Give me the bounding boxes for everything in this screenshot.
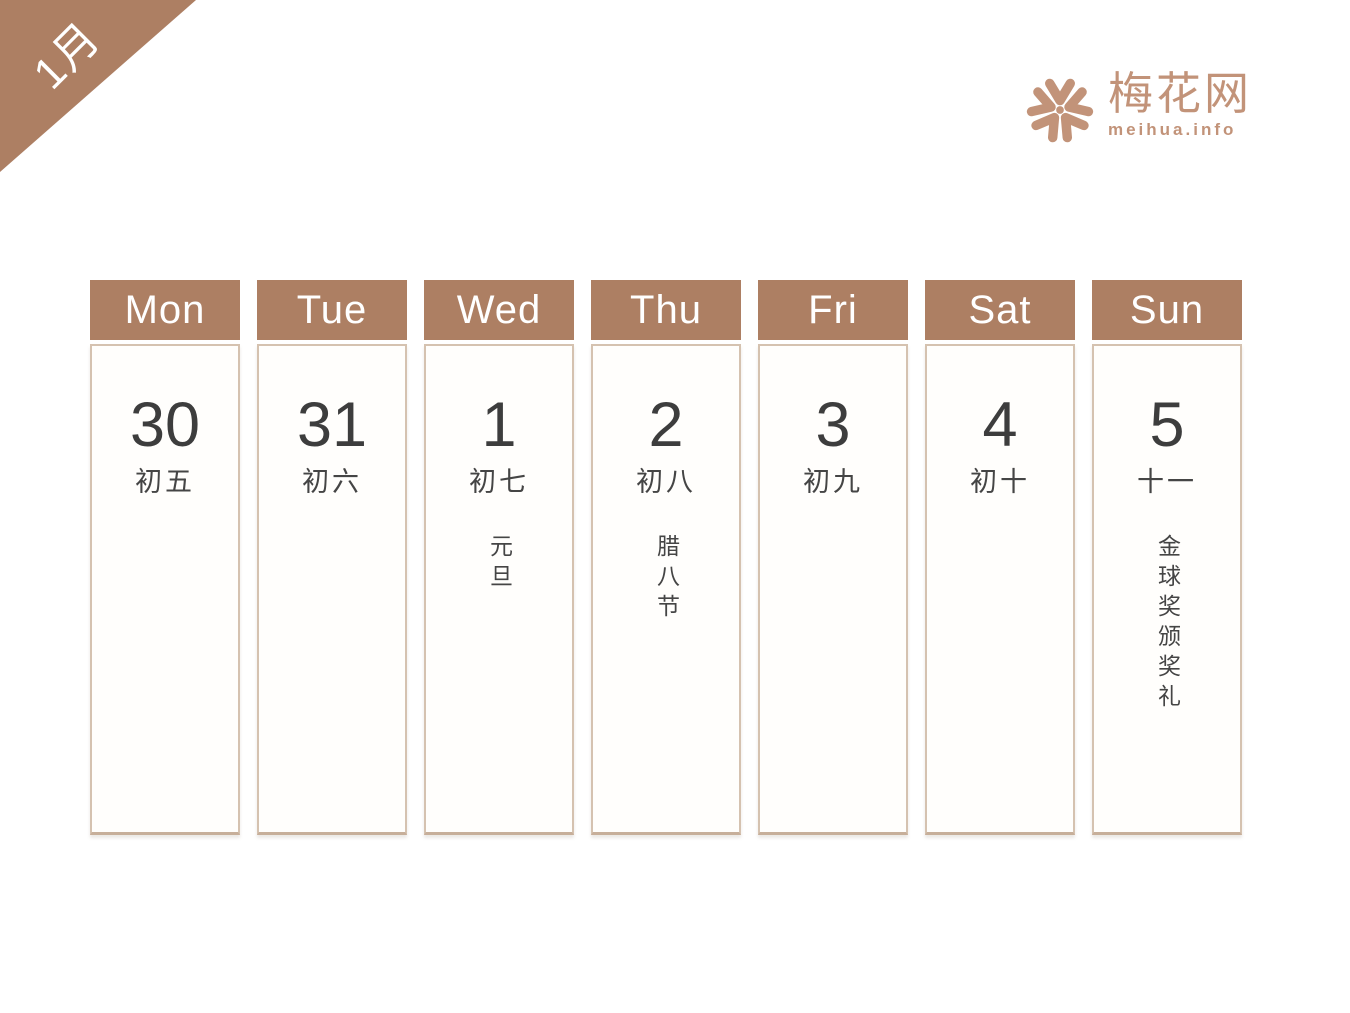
weekday-header: Sun: [1092, 280, 1242, 340]
holiday-label: 腊八节: [653, 534, 680, 624]
weekday-header: Wed: [424, 280, 574, 340]
lunar-date: 初九: [803, 467, 863, 497]
day-cell: 3 初九: [758, 344, 908, 835]
day-column: Thu 2 初八 腊八节: [591, 280, 741, 835]
logo-text: 梅花网 meihua.info: [1108, 70, 1252, 140]
date-number: 3: [815, 390, 851, 460]
lunar-date: 初六: [302, 467, 362, 497]
day-cell: 4 初十: [925, 344, 1075, 835]
day-column: Fri 3 初九: [758, 280, 908, 835]
date-number: 31: [296, 390, 368, 460]
date-number: 1: [481, 390, 517, 460]
logo-domain: meihua.info: [1107, 120, 1237, 140]
day-column: Sat 4 初十: [925, 280, 1075, 835]
lunar-date: 十一: [1137, 467, 1197, 497]
plum-blossom-icon: [1026, 78, 1094, 143]
day-column: Mon 30 初五: [90, 280, 240, 835]
weekday-header: Mon: [90, 280, 240, 340]
holiday-label: 元旦: [486, 534, 513, 594]
date-number: 2: [648, 390, 684, 460]
lunar-date: 初十: [970, 467, 1030, 497]
holiday-label: 金球奖颁奖礼: [1154, 534, 1181, 714]
day-column: Tue 31 初六: [257, 280, 407, 835]
lunar-date: 初八: [636, 467, 696, 497]
lunar-date: 初五: [135, 467, 195, 497]
weekday-header: Thu: [591, 280, 741, 340]
day-cell: 1 初七 元旦: [424, 344, 574, 835]
weekday-header: Fri: [758, 280, 908, 340]
month-ribbon: 1月: [0, 0, 196, 172]
day-cell: 5 十一 金球奖颁奖礼: [1092, 344, 1242, 835]
day-cell: 31 初六: [257, 344, 407, 835]
weekday-header: Sat: [925, 280, 1075, 340]
day-cell: 30 初五: [90, 344, 240, 835]
month-label: 1月: [24, 12, 111, 99]
week-calendar: Mon 30 初五 Tue 31 初六 Wed 1 初七 元旦 Thu 2 初八…: [90, 280, 1242, 835]
date-number: 4: [982, 390, 1018, 460]
weekday-header: Tue: [257, 280, 407, 340]
logo-name: 梅花网: [1107, 68, 1252, 119]
day-column: Wed 1 初七 元旦: [424, 280, 574, 835]
lunar-date: 初七: [469, 467, 529, 497]
day-cell: 2 初八 腊八节: [591, 344, 741, 835]
date-number: 5: [1149, 390, 1185, 460]
day-column: Sun 5 十一 金球奖颁奖礼: [1092, 280, 1242, 835]
date-number: 30: [129, 390, 201, 460]
site-logo: 梅花网 meihua.info: [1024, 70, 1252, 146]
